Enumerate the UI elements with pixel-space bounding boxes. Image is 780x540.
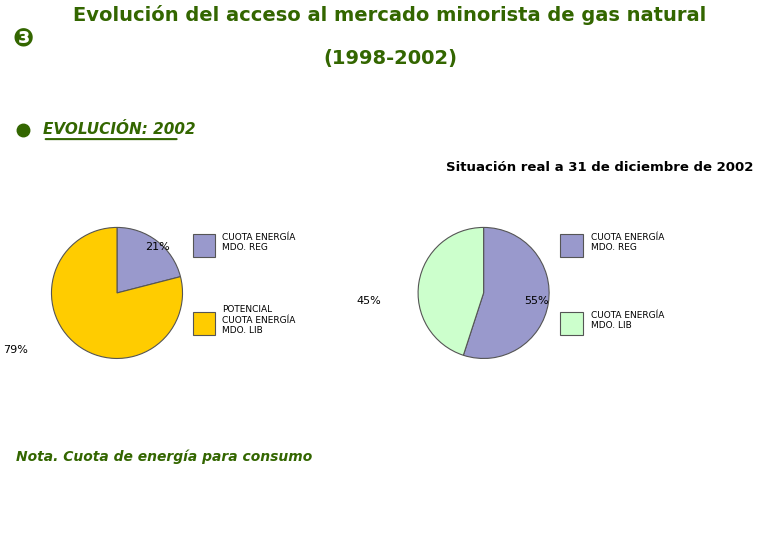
FancyBboxPatch shape [193,234,215,257]
Text: ❸: ❸ [12,27,34,51]
Text: CUOTA ENERGÍA
MDO. REG: CUOTA ENERGÍA MDO. REG [590,233,665,252]
Text: CNE: CNE [690,38,745,59]
Text: 55%: 55% [523,296,548,306]
Text: 79%: 79% [3,345,28,355]
Text: CUOTA ENERGÍA
MDO. LIB: CUOTA ENERGÍA MDO. LIB [590,310,665,330]
Text: CUOTA ENERGÍA
MDO. REG: CUOTA ENERGÍA MDO. REG [222,233,296,252]
Text: POTENCIAL
CUOTA ENERGÍA
MDO. LIB: POTENCIAL CUOTA ENERGÍA MDO. LIB [222,305,296,335]
Wedge shape [463,227,549,359]
Text: 45%: 45% [356,296,381,306]
Wedge shape [117,227,180,293]
FancyBboxPatch shape [559,312,583,335]
FancyBboxPatch shape [193,312,215,335]
Text: EVOLUCIÓN: 2002: EVOLUCIÓN: 2002 [43,122,196,137]
FancyBboxPatch shape [559,234,583,257]
Text: 21%: 21% [146,242,170,252]
Text: Evolución del acceso al mercado minorista de gas natural: Evolución del acceso al mercado minorist… [73,5,707,25]
Wedge shape [51,227,183,359]
Wedge shape [418,227,484,355]
Text: Situación real a 31 de diciembre de 2002: Situación real a 31 de diciembre de 2002 [446,161,753,174]
Text: 25: 25 [737,518,757,532]
Text: (1998-2002): (1998-2002) [323,49,457,68]
Text: Nota. Cuota de energía para consumo: Nota. Cuota de energía para consumo [16,449,312,463]
